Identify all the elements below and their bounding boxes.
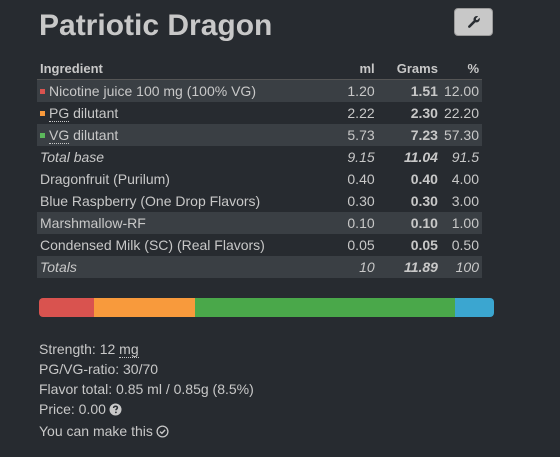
vg-abbreviation: VG bbox=[49, 127, 70, 144]
ingredient-name: Condensed Milk (SC) (Real Flavors) bbox=[40, 237, 265, 253]
color-swatch bbox=[40, 88, 45, 94]
grams-value: 1.51 bbox=[377, 79, 441, 102]
color-swatch bbox=[40, 110, 45, 116]
flavor-total: Flavor total: 0.85 ml / 0.85g (8.5%) bbox=[39, 381, 254, 397]
settings-button[interactable] bbox=[454, 8, 493, 36]
percent-value: 57.30 bbox=[440, 124, 482, 146]
grams-value: 0.30 bbox=[410, 193, 438, 209]
strength-line: Strength: 12 mg bbox=[39, 341, 139, 358]
table-header-row: Ingredient ml Grams % bbox=[37, 58, 482, 80]
table-row: VG dilutant 5.73 7.23 57.30 bbox=[37, 124, 482, 146]
color-swatch bbox=[40, 132, 45, 138]
ingredient-name: Dragonfruit (Purilum) bbox=[40, 171, 170, 187]
composition-bar-segment bbox=[194, 298, 456, 317]
ml-value: 5.73 bbox=[313, 124, 378, 146]
percent-value: 12.00 bbox=[440, 79, 482, 102]
grams-value: 0.05 bbox=[410, 237, 438, 253]
table-row: Marshmallow-RF 0.10 0.10 1.00 bbox=[37, 212, 482, 234]
check-circle-icon bbox=[156, 423, 169, 443]
ml-header: ml bbox=[313, 58, 378, 80]
ingredient-header: Ingredient bbox=[37, 58, 314, 80]
recipe-table: Ingredient ml Grams % Nicotine juice 100… bbox=[37, 58, 482, 278]
grams-value: 7.23 bbox=[377, 124, 441, 146]
table-row: PG dilutant 2.22 2.30 22.20 bbox=[37, 102, 482, 124]
total-base-label: Total base bbox=[40, 149, 105, 165]
ml-value: 1.20 bbox=[313, 79, 378, 102]
can-make-line: You can make this bbox=[39, 421, 254, 443]
table-row: Nicotine juice 100 mg (100% VG) 1.20 1.5… bbox=[37, 79, 482, 102]
mg-abbreviation: mg bbox=[119, 341, 139, 358]
totals-label: Totals bbox=[37, 256, 314, 278]
pgvg-ratio: PG/VG-ratio: 30/70 bbox=[39, 361, 159, 377]
grams-value: 0.40 bbox=[410, 171, 438, 187]
percent-value: 22.20 bbox=[443, 105, 479, 121]
percent-value: 0.50 bbox=[451, 237, 479, 253]
recipe-info: Strength: 12 mg PG/VG-ratio: 30/70 Flavo… bbox=[39, 339, 254, 443]
percent-value: 91.5 bbox=[451, 149, 479, 165]
grams-value: 0.10 bbox=[377, 212, 441, 234]
grams-value: 11.89 bbox=[377, 256, 441, 278]
ingredient-name: PG dilutant bbox=[37, 102, 313, 124]
ml-value: 0.05 bbox=[347, 237, 375, 253]
ml-value: 0.10 bbox=[313, 212, 378, 234]
ml-value: 10 bbox=[313, 256, 378, 278]
percent-value: 1.00 bbox=[440, 212, 482, 234]
price-line: Price: 0.00 bbox=[39, 399, 254, 421]
pg-abbreviation: PG bbox=[49, 105, 70, 122]
totals-row: Totals 10 11.89 100 bbox=[37, 256, 482, 278]
question-circle-icon[interactable] bbox=[109, 401, 122, 421]
ingredient-name: Blue Raspberry (One Drop Flavors) bbox=[40, 193, 261, 209]
ml-value: 0.30 bbox=[347, 193, 375, 209]
wrench-icon bbox=[467, 16, 480, 28]
total-base-row: Total base 9.15 11.04 91.5 bbox=[37, 146, 482, 168]
ingredient-name: VG dilutant bbox=[37, 124, 314, 146]
table-row: Blue Raspberry (One Drop Flavors) 0.30 0… bbox=[37, 190, 482, 212]
grams-header: Grams bbox=[377, 58, 441, 80]
ml-value: 9.15 bbox=[347, 149, 375, 165]
grams-value: 2.30 bbox=[410, 105, 438, 121]
ml-value: 0.40 bbox=[347, 171, 375, 187]
recipe-title: Patriotic Dragon bbox=[39, 9, 273, 42]
percent-value: 3.00 bbox=[451, 193, 479, 209]
composition-bar-segment bbox=[455, 298, 494, 317]
ingredient-name: Nicotine juice 100 mg (100% VG) bbox=[37, 79, 314, 102]
percent-value: 4.00 bbox=[451, 171, 479, 187]
percent-value: 100 bbox=[440, 256, 482, 278]
ingredient-name: Marshmallow-RF bbox=[37, 212, 314, 234]
composition-bar bbox=[39, 298, 494, 317]
table-row: Dragonfruit (Purilum) 0.40 0.40 4.00 bbox=[37, 168, 482, 190]
grams-value: 11.04 bbox=[403, 149, 438, 165]
composition-bar-segment bbox=[93, 298, 195, 317]
table-row: Condensed Milk (SC) (Real Flavors) 0.05 … bbox=[37, 234, 482, 256]
percent-header: % bbox=[440, 58, 482, 80]
composition-bar-segment bbox=[39, 298, 94, 317]
ml-value: 2.22 bbox=[347, 105, 375, 121]
